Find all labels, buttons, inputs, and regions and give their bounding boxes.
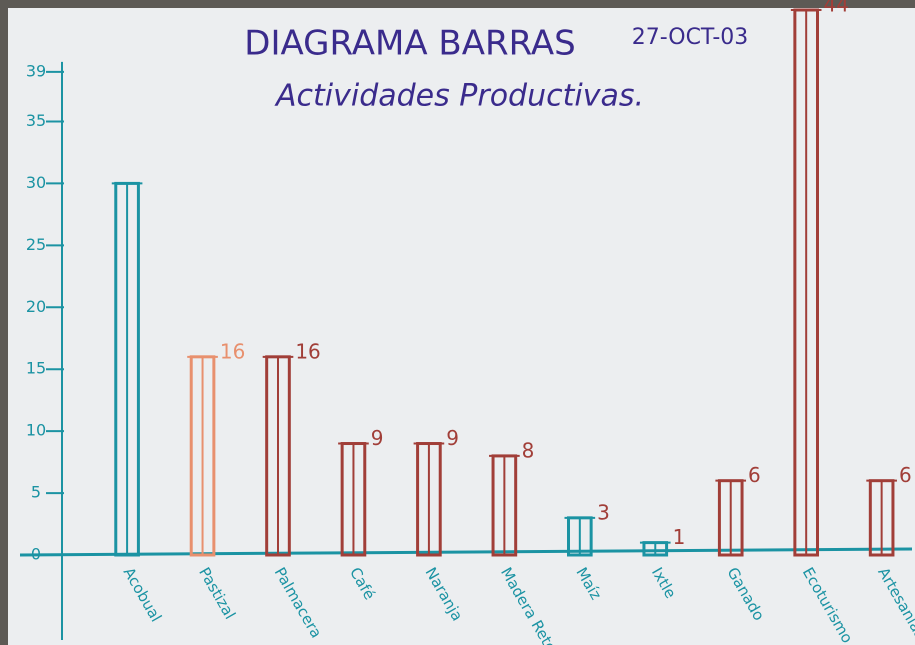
value-label: 44 [824,0,849,17]
value-label: 3 [597,500,610,524]
y-tick-label: 25 [26,235,46,254]
value-label: 8 [522,438,535,462]
y-tick-label: 20 [26,297,46,316]
chart-title: DIAGRAMA BARRAS [244,24,575,64]
y-tick-label: 5 [31,483,41,502]
value-label: 6 [899,463,912,487]
value-label: 9 [371,426,384,450]
chart-date: 27-OCT-03 [632,25,749,50]
y-tick-label: 30 [26,173,46,192]
chart: DIAGRAMA BARRAS 27-OCT-03 Actividades Pr… [0,0,915,645]
y-tick-label: 10 [26,421,46,440]
value-label: 16 [220,339,245,363]
y-tick-label: 39 [26,61,46,80]
value-label: 6 [748,463,761,487]
value-label: 1 [673,525,686,549]
y-tick-label: 15 [26,359,46,378]
y-tick-label: 0 [31,545,41,564]
value-label: 16 [295,339,320,363]
value-label: 9 [446,426,459,450]
y-tick-label: 35 [26,111,46,130]
chart-subtitle: Actividades Productivas. [274,79,644,114]
page: DIAGRAMA BARRAS 27-OCT-03 Actividades Pr… [0,0,915,645]
